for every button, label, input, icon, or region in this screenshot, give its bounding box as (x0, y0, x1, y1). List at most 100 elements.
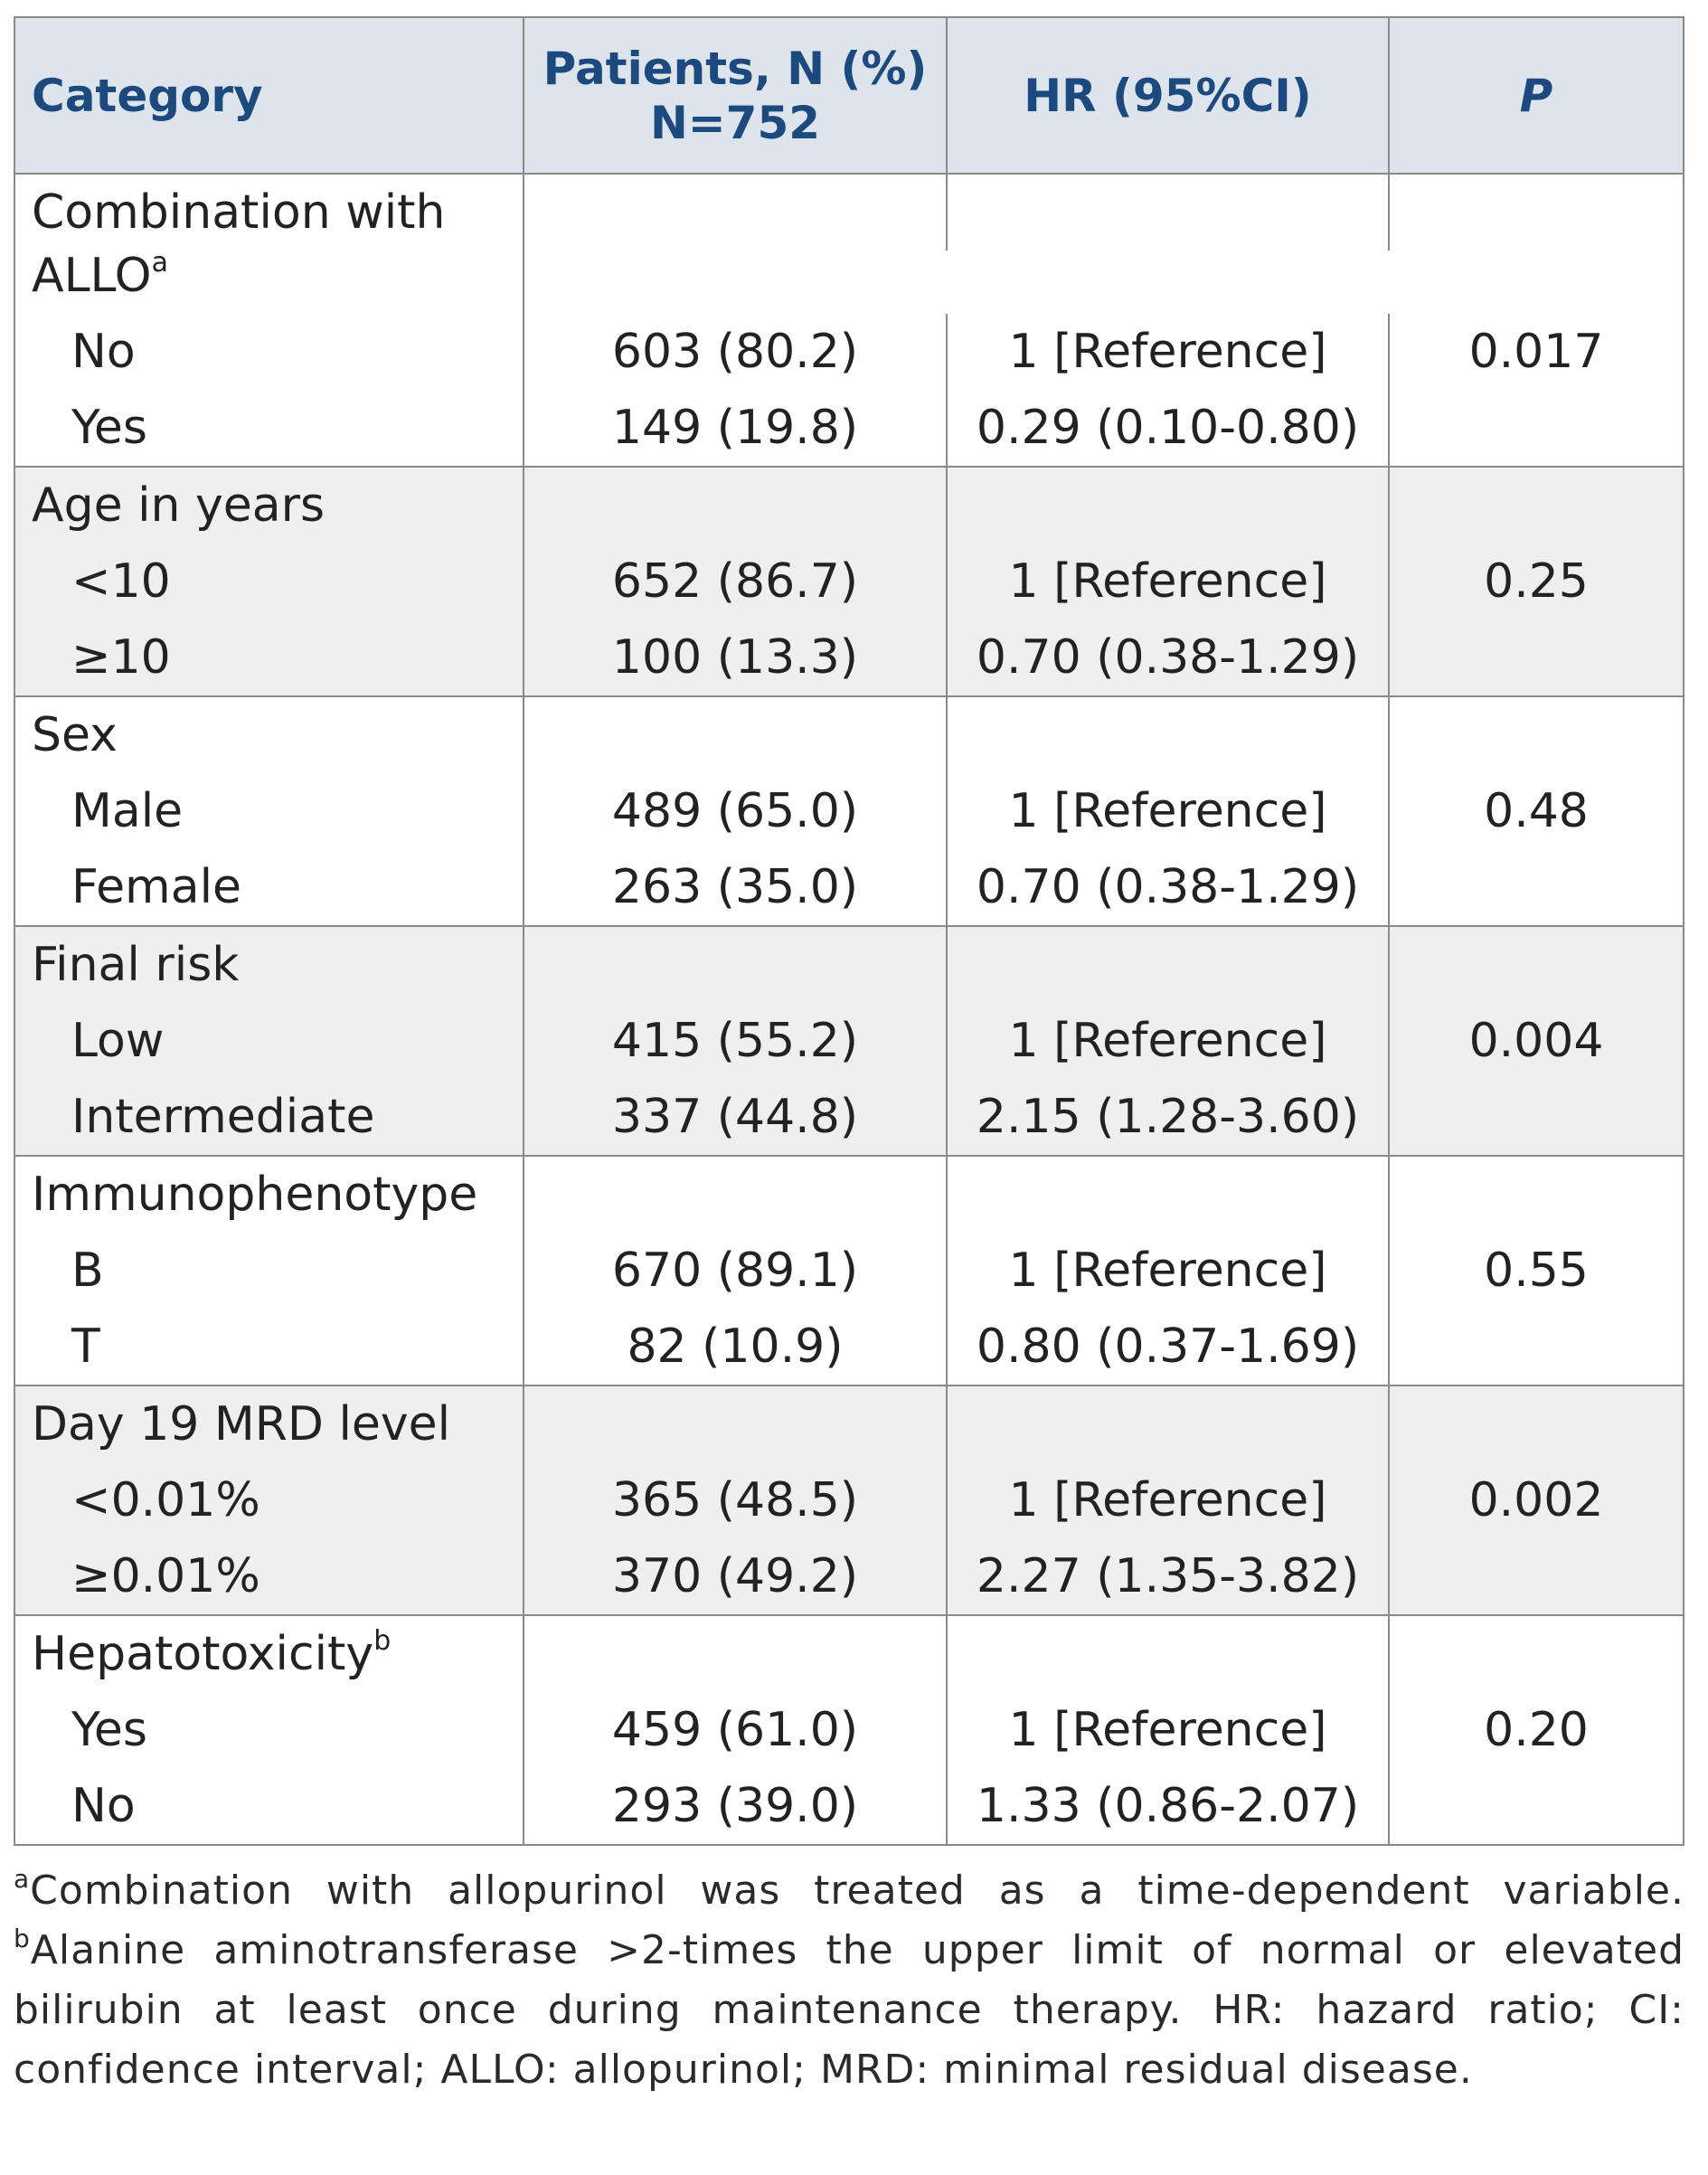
empty-cell (524, 468, 948, 544)
patients-cell: 670 (89.1) (524, 1233, 948, 1309)
empty-cell (948, 175, 1390, 251)
row-label: <10 (15, 544, 524, 619)
row-label: Yes (15, 1692, 524, 1768)
patients-cell: 370 (49.2) (524, 1538, 948, 1614)
patients-cell: 82 (10.9) (524, 1309, 948, 1385)
footnote-text: Alanine aminotransferase >2-times the up… (14, 1927, 1684, 2093)
hr-cell: 0.29 (0.10-0.80) (948, 390, 1390, 466)
empty-cell (1390, 1079, 1683, 1155)
empty-cell (948, 1386, 1390, 1462)
hr-cell: 1 [Reference] (948, 773, 1390, 849)
group: Immunophenotype B 670 (89.1) 1 [Reference] 0… (15, 1157, 1683, 1386)
header-cell: HR (95%CI) (948, 18, 1390, 173)
row-label: <0.01% (15, 1462, 524, 1538)
group-label: Combination with ALLOa (15, 175, 524, 314)
p-cell: 0.017 (1468, 325, 1604, 379)
hr-cell: 2.15 (1.28-3.60) (948, 1079, 1390, 1155)
empty-cell (524, 1616, 948, 1692)
group-label: Sex (15, 697, 524, 773)
group-label: Final risk (15, 927, 524, 1003)
group: Age in years <10 652 (86.7) 1 [Reference] 0.… (15, 468, 1683, 697)
header-text: Category (32, 69, 263, 122)
patients-cell: 337 (44.8) (524, 1079, 948, 1155)
row-label: ≥0.01% (15, 1538, 524, 1614)
patients-cell: 100 (13.3) (524, 619, 948, 695)
footnote-marker: a (14, 1864, 31, 1894)
empty-cell (524, 697, 948, 773)
group-label: Day 19 MRD level (15, 1386, 524, 1462)
p-cell: 0.48 (1484, 784, 1589, 838)
row-label: No (15, 1768, 524, 1844)
patients-cell: 293 (39.0) (524, 1768, 948, 1844)
empty-cell (1390, 1768, 1683, 1844)
hr-cell: 1 [Reference] (948, 314, 1390, 390)
group-label-text: Hepatotoxicity (32, 1627, 374, 1681)
row-label: No (15, 314, 524, 390)
p-cell: 0.25 (1484, 554, 1589, 609)
p-cell: 0.004 (1468, 1014, 1604, 1068)
group-label-text: Sex (32, 708, 118, 762)
group-label-text: Final risk (32, 938, 240, 992)
empty-cell (524, 1386, 948, 1462)
group-label: Age in years (15, 468, 524, 544)
row-label: B (15, 1233, 524, 1309)
header-cell: Category (15, 18, 524, 173)
p-cell: 0.20 (1484, 1703, 1589, 1757)
row-label: T (15, 1309, 524, 1385)
group: Combination with ALLOa No 603 (80.2) 1 [Ref… (15, 175, 1683, 468)
patients-cell: 489 (65.0) (524, 773, 948, 849)
hr-cell: 1.33 (0.86-2.07) (948, 1768, 1390, 1844)
group-label: Immunophenotype (15, 1157, 524, 1233)
row-label: Low (15, 1003, 524, 1079)
header-text: P (1519, 69, 1553, 122)
footnote: aCombination with allopurinol was treate… (14, 1861, 1684, 2100)
footnote-marker: b (14, 1924, 31, 1953)
footnote-marker: b (373, 1625, 392, 1657)
group-label: Hepatotoxicityb (15, 1616, 524, 1692)
footnote-text: Combination with allopurinol was treated… (30, 1868, 1684, 1914)
empty-cell (948, 697, 1390, 773)
empty-cell (1390, 1157, 1683, 1233)
group-label-text: Day 19 MRD level (32, 1397, 451, 1452)
hr-cell: 2.27 (1.35-3.82) (948, 1538, 1390, 1614)
hr-cell: 1 [Reference] (948, 1692, 1390, 1768)
footnote-marker: a (151, 247, 168, 279)
hr-cell: 0.70 (0.38-1.29) (948, 619, 1390, 695)
empty-cell (1390, 1616, 1683, 1692)
hr-cell: 1 [Reference] (948, 1233, 1390, 1309)
hr-cell: 1 [Reference] (948, 1462, 1390, 1538)
header-text: HR (95%CI) (1024, 69, 1312, 122)
row-label: Male (15, 773, 524, 849)
group-label-text: Immunophenotype (32, 1168, 478, 1222)
row-label: ≥10 (15, 619, 524, 695)
group-label-text: Combination with ALLO (32, 185, 446, 303)
p-cell: 0.002 (1468, 1473, 1604, 1527)
row-label: Intermediate (15, 1079, 524, 1155)
empty-cell (1390, 390, 1683, 466)
row-label: Female (15, 849, 524, 925)
header-row: Category Patients, N (%) N=752 HR (95%CI) P (15, 18, 1683, 175)
patients-cell: 603 (80.2) (524, 314, 948, 390)
empty-cell (524, 927, 948, 1003)
patients-cell: 652 (86.7) (524, 544, 948, 619)
group: Final risk Low 415 (55.2) 1 [Reference] 0.00… (15, 927, 1683, 1157)
empty-cell (1390, 619, 1683, 695)
header-text: Patients, N (%) (543, 42, 928, 95)
empty-cell (524, 1157, 948, 1233)
header-cell: P (1390, 18, 1683, 173)
empty-cell (1390, 849, 1683, 925)
empty-cell (1390, 927, 1683, 1003)
group-label-text: Age in years (32, 478, 326, 533)
group: Sex Male 489 (65.0) 1 [Reference] 0.48 Female… (15, 697, 1683, 927)
empty-cell (524, 175, 948, 251)
p-cell: 0.55 (1484, 1244, 1589, 1298)
hr-cell: 1 [Reference] (948, 544, 1390, 619)
row-label: Yes (15, 390, 524, 466)
empty-cell (948, 927, 1390, 1003)
hr-cell: 0.80 (0.37-1.69) (948, 1309, 1390, 1385)
patients-cell: 459 (61.0) (524, 1692, 948, 1768)
empty-cell (948, 468, 1390, 544)
patients-cell: 149 (19.8) (524, 390, 948, 466)
group: Day 19 MRD level <0.01% 365 (48.5) 1 [Refer… (15, 1386, 1683, 1616)
